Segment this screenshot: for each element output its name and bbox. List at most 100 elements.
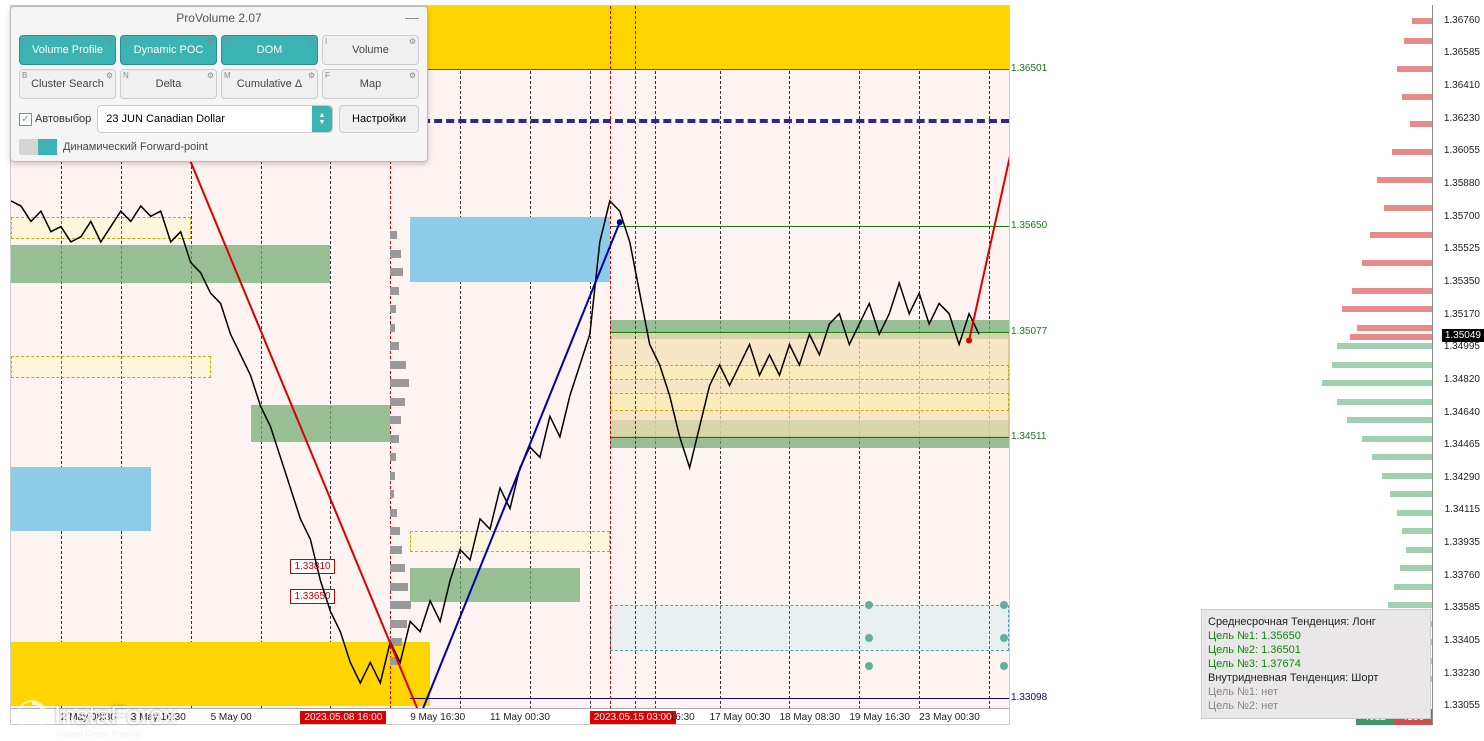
price-tick: 1.34640 (1444, 407, 1480, 418)
minimize-icon[interactable]: — (405, 9, 419, 25)
intra-target-1: Цель №1: нет (1208, 686, 1424, 698)
yellow-zone (11, 642, 430, 706)
time-tick: 5 May 00 (211, 712, 252, 723)
value-area-box (11, 217, 191, 239)
price-tick: 1.34465 (1444, 439, 1480, 450)
button-label: Delta (156, 78, 182, 90)
gear-icon[interactable]: ⚙ (106, 71, 113, 80)
volume-profile-button[interactable]: VVolume Profile⚙ (19, 35, 116, 65)
session-profile-bar (390, 453, 396, 461)
level-line (610, 332, 1009, 333)
auto-select-checkbox[interactable]: ✓ Автовыбор (19, 113, 91, 126)
teal-marker-dot (865, 662, 873, 670)
yellow-zone (410, 6, 1009, 69)
session-profile-bar (390, 546, 402, 554)
gear-icon[interactable]: ⚙ (207, 71, 214, 80)
price-tick: 1.34820 (1444, 374, 1480, 385)
logo-subtitle: Instant Forex Trading (56, 729, 141, 739)
volume-profile-bar (1400, 565, 1432, 571)
time-tick: 11 May 00:30 (490, 712, 550, 723)
price-tick: 1.35170 (1444, 309, 1480, 320)
session-profile-bar (390, 268, 403, 276)
volume-button[interactable]: IVolume⚙ (322, 35, 419, 65)
red-trend-line (161, 89, 420, 715)
session-profile-bar (390, 509, 397, 517)
mid-target-1: Цель №1: 1.35650 (1208, 630, 1424, 642)
volume-profile-bar (1342, 306, 1432, 312)
price-tick: 1.34995 (1444, 341, 1480, 352)
session-profile-bar (390, 601, 411, 609)
volume-profile-bar (1332, 362, 1432, 368)
forward-point-toggle[interactable] (19, 139, 57, 155)
level-line (410, 69, 1009, 70)
gridline (460, 6, 461, 724)
time-tick: 18 May 08:30 (779, 712, 840, 723)
dynamic-poc-button[interactable]: PDynamic POC⚙ (120, 35, 217, 65)
volume-profile-bar (1402, 94, 1432, 100)
settings-label: Настройки (352, 113, 406, 125)
session-profile-bar (390, 583, 408, 591)
volume-profile-bar (1412, 18, 1432, 24)
session-profile-bar (390, 324, 395, 332)
select-arrows-icon: ▲▼ (312, 106, 332, 132)
level-line (610, 226, 1009, 227)
session-profile-bar (390, 379, 409, 387)
volume-profile-bar (1410, 121, 1432, 127)
price-tick: 1.33055 (1444, 700, 1480, 711)
gear-icon[interactable]: ⚙ (409, 71, 416, 80)
session-profile-bar (390, 435, 398, 443)
map-button[interactable]: FMap⚙ (322, 69, 419, 99)
volume-profile-bar (1357, 325, 1432, 331)
gear-icon[interactable]: ⚙ (308, 37, 315, 46)
green-zone (410, 568, 580, 601)
volume-profile-bar (1388, 602, 1432, 608)
price-marker-label: 1.33650 (290, 589, 334, 604)
price-tick: 1.34290 (1444, 472, 1480, 483)
gear-icon[interactable]: ⚙ (409, 37, 416, 46)
session-marker (635, 6, 636, 724)
button-label: Cumulative Δ (237, 78, 302, 90)
mid-target-2: Цель №2: 1.36501 (1208, 644, 1424, 656)
panel-title-bar[interactable]: ProVolume 2.07 — (11, 7, 427, 29)
volume-profile-bar (1377, 177, 1432, 183)
instrument-select[interactable]: 23 JUN Canadian Dollar ▲▼ (97, 105, 333, 133)
intra-target-2: Цель №2: нет (1208, 700, 1424, 712)
value-area-box (610, 365, 1009, 380)
time-tick: 9 May 16:30 (410, 712, 465, 723)
button-label: Cluster Search (31, 78, 104, 90)
current-price-label: 1.35049 (1442, 329, 1484, 342)
volume-profile-bar (1404, 38, 1432, 44)
gear-icon[interactable]: ⚙ (308, 71, 315, 80)
price-marker-label: 1.33810 (290, 559, 334, 574)
price-axis: 1.367601.365851.364101.362301.360551.358… (1432, 5, 1484, 725)
hotkey-letter: N (123, 71, 129, 80)
session-profile-bar (390, 638, 402, 646)
price-tick: 1.33405 (1444, 635, 1480, 646)
volume-profile-bar (1370, 232, 1432, 238)
cyan-value-box (610, 605, 1009, 651)
time-tick: 23 May 00:30 (919, 712, 980, 723)
gridline (530, 6, 531, 724)
button-label: Dynamic POC (134, 44, 204, 56)
price-tick: 1.36760 (1444, 15, 1480, 26)
volume-profile-bar (1382, 473, 1432, 479)
targets-panel: Среднесрочная Тенденция: Лонг Цель №1: 1… (1201, 609, 1431, 719)
delta-button[interactable]: N Delta ⚙ (120, 69, 217, 99)
volume-profile-bar (1384, 205, 1432, 211)
session-profile-bar (390, 250, 401, 258)
value-area-box (11, 356, 211, 378)
green-zone (251, 405, 391, 442)
cumulative-δ-button[interactable]: MCumulative Δ⚙ (221, 69, 318, 99)
settings-button[interactable]: Настройки (339, 105, 419, 133)
session-profile-bar (390, 527, 400, 535)
cluster-search-button[interactable]: BCluster Search⚙ (19, 69, 116, 99)
time-tick: 17 May 00:30 (710, 712, 771, 723)
khaki-zone (610, 332, 1009, 437)
provolume-panel: ProVolume 2.07 — VVolume Profile⚙PDynami… (10, 6, 428, 162)
gear-icon[interactable]: ⚙ (106, 37, 113, 46)
dom-button[interactable]: DDOM⚙ (221, 35, 318, 65)
volume-profile-bar (1372, 454, 1432, 460)
gear-icon[interactable]: ⚙ (207, 37, 214, 46)
level-label: 1.34511 (1011, 431, 1064, 442)
volume-profile-bar (1392, 149, 1432, 155)
